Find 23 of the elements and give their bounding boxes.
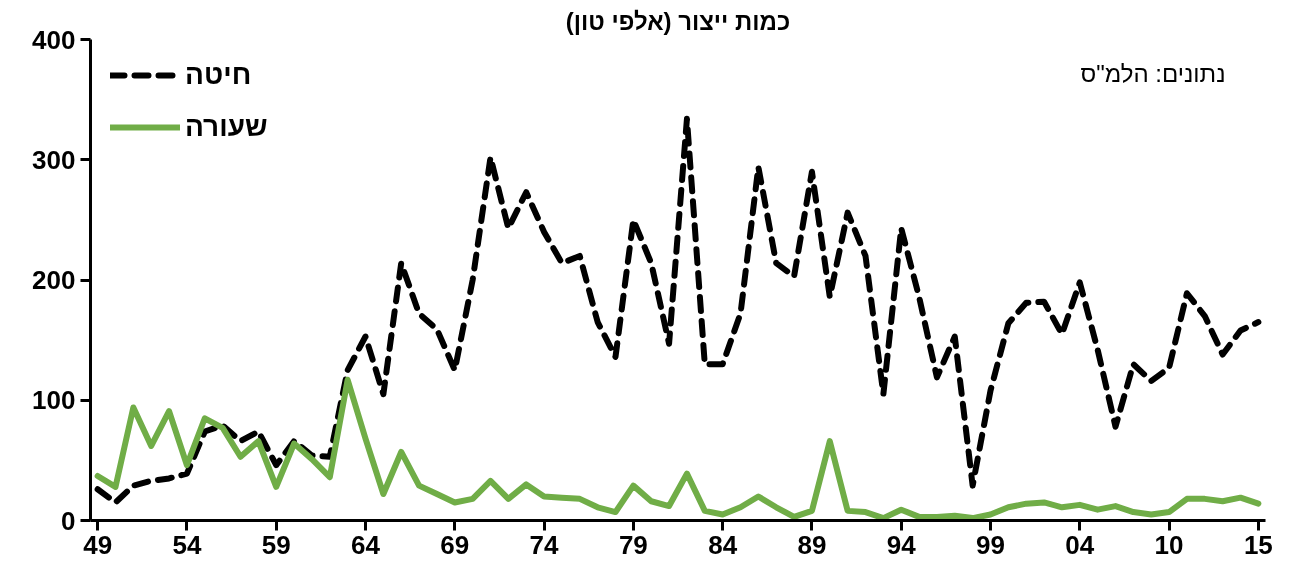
y-tick-label: 400 <box>32 24 76 55</box>
y-tick-label: 200 <box>32 265 76 295</box>
x-tick-label: 99 <box>976 529 1005 560</box>
x-tick-label: 59 <box>261 529 291 560</box>
chart-title: כמות ייצור (אלפי טון) <box>565 7 791 35</box>
legend-label: שעורה <box>185 111 268 143</box>
y-tick-label: 300 <box>32 144 76 175</box>
x-tick-label: 15 <box>1243 529 1273 560</box>
x-tick-label: 54 <box>172 529 202 560</box>
y-tick-label: 0 <box>61 505 76 536</box>
y-tick-label: 100 <box>32 385 76 416</box>
x-tick-label: 94 <box>886 529 917 560</box>
x-tick-label: 74 <box>529 529 560 560</box>
annotation: נתונים: הלמ"ס <box>1080 59 1226 87</box>
x-tick-label: 89 <box>797 529 827 560</box>
x-tick-label: 64 <box>351 529 381 560</box>
x-tick-label: 69 <box>440 529 470 560</box>
x-tick-label: 10 <box>1154 529 1184 560</box>
legend-label: חיטה <box>185 59 252 91</box>
x-tick-label: 04 <box>1065 529 1095 560</box>
x-tick-label: 79 <box>618 529 648 560</box>
x-tick-label: 84 <box>708 529 738 560</box>
x-tick-label: 49 <box>83 529 113 560</box>
